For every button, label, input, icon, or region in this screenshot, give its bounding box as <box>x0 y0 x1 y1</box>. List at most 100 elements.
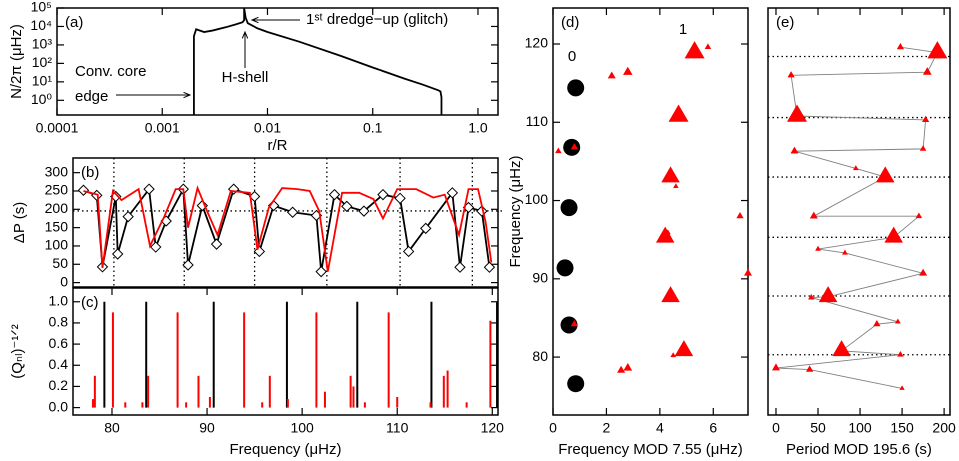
data-point <box>771 363 780 371</box>
data-point <box>922 67 932 75</box>
data-marker <box>77 184 90 196</box>
data-point <box>560 316 578 334</box>
y-tick-label: 0.6 <box>49 335 69 351</box>
y-tick-label: 0.2 <box>49 377 69 393</box>
y-tick-label: 0.8 <box>49 314 69 330</box>
data-point <box>899 385 905 390</box>
data-point <box>661 166 680 183</box>
y-tick-label: 10¹ <box>32 73 53 89</box>
data-line <box>83 185 491 272</box>
x-tick-label: 90 <box>199 420 215 436</box>
data-point <box>567 79 585 97</box>
x-tick-label: 120 <box>481 420 505 436</box>
data-point <box>852 165 859 171</box>
data-marker <box>402 245 415 258</box>
data-marker <box>253 245 266 258</box>
x-tick-label: 0.001 <box>145 120 180 136</box>
plot-frame <box>72 287 499 416</box>
data-point <box>818 286 838 303</box>
data-point <box>787 104 808 122</box>
y-tick-label: 0.4 <box>49 356 69 372</box>
annotation: 1ˢᵗ dredge−up (glitch) <box>306 11 448 28</box>
data-point <box>704 43 712 50</box>
panel: 0 50 100 150 200 250 300 ΔP (s) (b) <box>11 157 502 289</box>
data-marker <box>446 187 459 199</box>
panel-label: (b) <box>81 164 99 181</box>
series-label: 0 <box>568 48 576 65</box>
x-tick-label: 0 <box>772 420 780 436</box>
x-tick-label: 100 <box>848 420 872 436</box>
plot-frame <box>72 157 499 288</box>
data-point <box>661 286 680 303</box>
data-point <box>876 166 895 183</box>
data-point <box>607 71 616 79</box>
data-point <box>915 212 923 219</box>
y-tick-label: 100 <box>45 237 69 253</box>
y-tick-label: 0 <box>60 273 68 289</box>
data-marker <box>143 183 155 195</box>
y-tick-label: 150 <box>45 218 69 234</box>
annotation: edge <box>75 88 108 105</box>
data-marker <box>111 248 124 260</box>
data-marker <box>91 189 103 202</box>
data-marker <box>328 188 341 201</box>
data-line <box>83 185 493 272</box>
data-marker <box>377 188 389 201</box>
data-point <box>560 199 578 217</box>
x-tick-label: 2 <box>603 420 611 436</box>
data-point <box>809 211 818 219</box>
x-tick-label: 1.0 <box>468 120 488 136</box>
data-marker <box>210 238 223 250</box>
y-tick-label: 120 <box>525 35 549 51</box>
data-point <box>787 71 795 78</box>
y-tick-label: 10² <box>32 54 53 70</box>
y-tick-label: 200 <box>45 200 69 216</box>
annotation-arrowhead <box>250 16 259 24</box>
x-tick-label: 4 <box>656 420 664 436</box>
data-marker <box>286 206 299 218</box>
data-point <box>884 226 903 243</box>
y-tick-label: 10³ <box>32 36 53 52</box>
data-point <box>670 352 677 358</box>
data-point <box>919 268 928 276</box>
data-point <box>664 229 671 235</box>
panel: 0 2 4 6 80 90 100 110 120 Frequency (μHz) Frequenc… <box>507 7 752 458</box>
y-tick-label: 300 <box>45 163 69 179</box>
y-axis-label: N/2π (μHz) <box>8 24 25 99</box>
data-point <box>570 143 578 150</box>
data-point <box>805 365 814 372</box>
data-point <box>873 320 881 327</box>
y-tick-label: 110 <box>526 113 549 129</box>
data-point <box>736 212 744 219</box>
data-point <box>674 340 694 357</box>
y-tick-label: 250 <box>45 182 69 198</box>
data-point <box>842 249 848 255</box>
data-point <box>668 104 689 122</box>
plot-frame <box>767 7 951 416</box>
plot-frame <box>552 7 749 416</box>
x-tick-label: 0.01 <box>254 120 281 136</box>
y-axis-label: ΔP (s) <box>11 202 28 243</box>
data-point <box>617 365 626 373</box>
x-tick-label: 110 <box>386 420 409 436</box>
y-tick-label: 100 <box>525 191 549 207</box>
data-marker <box>315 265 327 278</box>
y-tick-label: 90 <box>532 270 548 286</box>
x-axis-label: Frequency MOD 7.55 (μHz) <box>558 441 743 458</box>
data-point <box>832 340 851 357</box>
data-point <box>919 145 927 151</box>
data-marker <box>358 205 370 217</box>
x-axis-label: r/R <box>268 137 288 154</box>
x-tick-label: 100 <box>290 420 314 436</box>
data-point <box>921 115 930 123</box>
data-point <box>897 350 904 357</box>
x-tick-label: 0 <box>549 420 557 436</box>
data-point <box>927 41 948 59</box>
x-tick-label: 0.1 <box>363 120 383 136</box>
panel-label: (d) <box>561 14 579 31</box>
x-axis-label: Period MOD 195.6 (s) <box>786 441 932 458</box>
data-point <box>673 183 679 189</box>
panel-label: (a) <box>65 14 83 31</box>
